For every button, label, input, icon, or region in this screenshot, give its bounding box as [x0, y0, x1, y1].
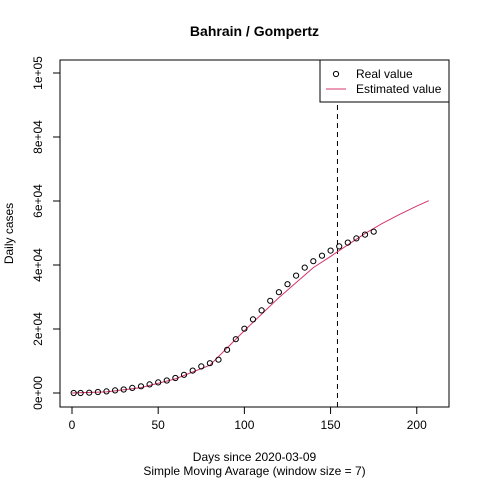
- real-value-point: [120, 386, 127, 393]
- real-value-point: [112, 387, 119, 394]
- y-axis-label: Daily cases: [2, 203, 16, 264]
- real-value-point: [163, 377, 170, 384]
- real-value-point: [301, 264, 308, 271]
- real-value-point: [172, 374, 179, 382]
- y-tick-label: 8e+04: [31, 120, 45, 154]
- real-value-point: [370, 228, 377, 235]
- legend-real-marker: [332, 70, 340, 78]
- real-value-point: [353, 235, 360, 242]
- real-value-point: [224, 346, 231, 353]
- real-value-point: [215, 356, 222, 363]
- real-value-point: [275, 289, 282, 296]
- legend-estimated-label: Estimated value: [356, 82, 442, 96]
- real-value-point: [86, 389, 93, 396]
- real-value-point: [155, 379, 162, 386]
- real-value-point: [258, 307, 265, 314]
- real-value-point: [241, 325, 248, 332]
- x-tick-label: 200: [407, 418, 427, 432]
- real-value-point: [293, 272, 300, 279]
- real-value-point: [310, 258, 317, 265]
- real-value-point: [70, 389, 77, 397]
- real-value-point: [318, 252, 326, 259]
- real-value-point: [232, 336, 239, 343]
- real-value-point: [284, 281, 291, 288]
- y-tick-label: 4e+04: [31, 248, 45, 282]
- real-value-point: [267, 297, 274, 304]
- legend-real-label: Real value: [356, 67, 413, 81]
- real-value-point: [180, 371, 188, 378]
- real-value-point: [77, 389, 84, 397]
- real-value-point: [249, 316, 257, 323]
- x-axis-sublabel: Simple Moving Avarage (window size = 7): [143, 464, 365, 478]
- y-tick-label: 2e+04: [31, 312, 45, 346]
- axes: 0 50 100 150 200 0e+00 2e+04 4e+04 6e+04 8e+04 1e+…: [31, 56, 450, 432]
- legend: Real value Estimated value: [319, 59, 450, 103]
- real-value-point: [327, 247, 334, 254]
- real-value-point: [103, 388, 110, 395]
- real-value-point: [189, 367, 196, 374]
- x-tick-label: 0: [69, 418, 76, 432]
- real-value-point: [198, 363, 205, 370]
- real-value-point: [206, 360, 213, 367]
- real-value-point: [137, 383, 145, 390]
- y-tick-label: 1e+05: [31, 56, 45, 90]
- real-value-point: [146, 381, 153, 388]
- y-tick-label: 0e+00: [31, 376, 45, 410]
- x-tick-label: 100: [234, 418, 254, 432]
- x-axis-label: Days since 2020-03-09: [193, 450, 317, 464]
- plot-area: [70, 60, 430, 407]
- x-tick-label: 150: [321, 418, 341, 432]
- plot-frame: [59, 59, 450, 408]
- x-tick-label: 50: [152, 418, 166, 432]
- real-value-point: [361, 231, 369, 238]
- y-tick-label: 6e+04: [31, 184, 45, 218]
- real-value-point: [336, 243, 343, 250]
- real-value-point: [129, 384, 136, 391]
- chart-title: Bahrain / Gompertz: [190, 23, 319, 39]
- real-value-point: [344, 239, 351, 246]
- legend-box: [319, 59, 450, 103]
- real-value-point: [94, 388, 102, 396]
